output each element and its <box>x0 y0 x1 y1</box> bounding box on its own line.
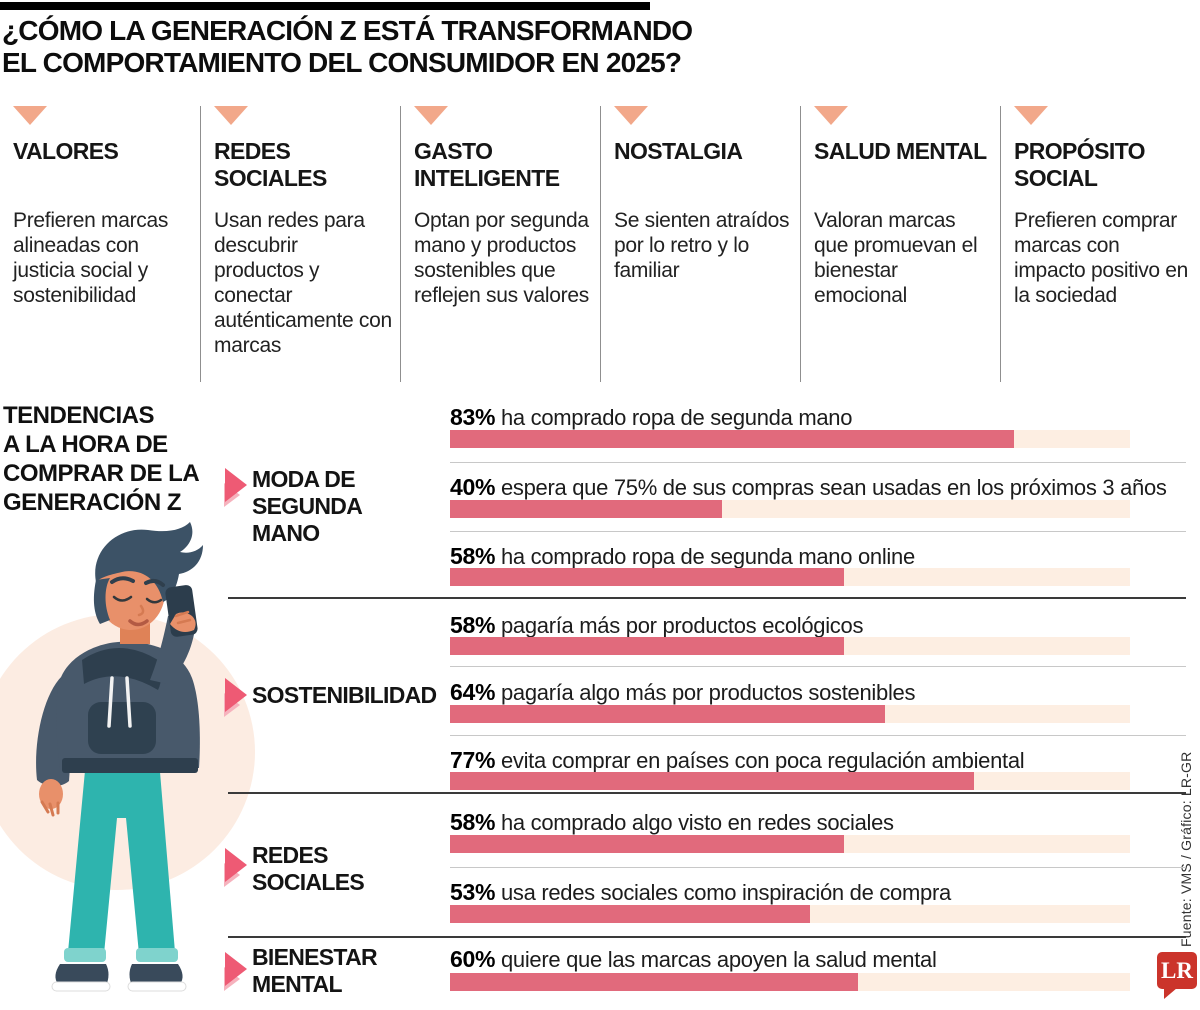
trends-heading-line: GENERACIÓN Z <box>3 489 182 516</box>
stat-bar-fill <box>450 835 845 853</box>
factor-column: VALORES Prefieren marcas alineadas con ju… <box>0 106 200 382</box>
top-accent-bar <box>0 2 650 10</box>
trend-group-label: REDES SOCIALES <box>252 842 365 896</box>
stat-percentage: 77% <box>450 747 496 773</box>
stat-bar-fill <box>450 772 974 790</box>
row-separator <box>450 462 1186 463</box>
group-separator <box>228 936 1186 938</box>
stat-bar-track <box>450 568 1130 586</box>
down-triangle-icon <box>1014 106 1048 125</box>
trends-heading-line: COMPRAR DE LA <box>3 460 200 487</box>
stat-text: 60% quiere que las marcas apoyen la salu… <box>450 946 937 972</box>
stat-text: 77% evita comprar en países con poca reg… <box>450 747 1025 773</box>
factor-description: Usan redes para descubrir productos y co… <box>214 209 392 357</box>
trends-heading: TENDENCIAS A LA HORA DE COMPRAR DE LA GENER… <box>3 401 200 517</box>
factor-column: NOSTALGIA Se sienten atraídos por lo retr… <box>600 106 800 382</box>
trends-heading-line: TENDENCIAS <box>3 402 155 429</box>
stat-bar-fill <box>450 430 1015 448</box>
factor-description: Optan por segunda mano y productos soste… <box>414 209 589 307</box>
stat-percentage: 58% <box>450 612 496 638</box>
right-triangle-icon <box>225 468 247 502</box>
group-separator <box>228 792 1186 794</box>
stat-text: 58% ha comprado algo visto en redes soci… <box>450 809 894 835</box>
group-separator <box>228 597 1186 599</box>
factor-description: Prefieren marcas alineadas con justicia … <box>13 209 169 307</box>
down-triangle-icon <box>814 106 848 125</box>
lr-logo: LR <box>1157 952 1197 989</box>
person-illustration <box>0 522 255 992</box>
stat-bar-track <box>450 637 1130 655</box>
stat-percentage: 83% <box>450 404 496 430</box>
lr-logo-tail <box>1164 988 1177 999</box>
right-triangle-icon <box>225 678 247 712</box>
stat-text: 64% pagaría algo más por productos soste… <box>450 679 916 705</box>
trend-group-label-line: BIENESTAR <box>252 944 378 970</box>
trend-group-label-line: MENTAL <box>252 971 343 997</box>
stat-bar-track <box>450 905 1130 923</box>
factor-title: REDES SOCIALES <box>214 138 327 191</box>
stat-percentage: 53% <box>450 879 496 905</box>
page-title: ¿CÓMO LA GENERACIÓN Z ESTÁ TRANSFORMANDO… <box>2 15 693 79</box>
right-triangle-icon <box>225 848 247 882</box>
trend-group-label-line: SOSTENIBILIDAD <box>252 682 437 708</box>
stat-bar-fill <box>450 500 722 518</box>
stat-bar-track <box>450 705 1130 723</box>
trend-group-label-line: MODA DE <box>252 466 356 492</box>
factor-title: GASTO INTELIGENTE <box>414 138 560 191</box>
stat-bar-track <box>450 500 1130 518</box>
stat-bar-fill <box>450 705 886 723</box>
factor-description: Valoran marcas que promuevan el bienesta… <box>814 209 978 307</box>
stat-text: 58% ha comprado ropa de segunda mano onl… <box>450 543 915 569</box>
trend-group-label-line: SOCIALES <box>252 869 365 895</box>
factor-column: GASTO INTELIGENTE Optan por segunda mano … <box>400 106 600 382</box>
factors-row: VALORES Prefieren marcas alineadas con ju… <box>0 106 1200 382</box>
trend-group-label: MODA DE SEGUNDA MANO <box>252 466 363 547</box>
stat-text: 40% espera que 75% de sus compras sean u… <box>450 474 1167 500</box>
factor-description: Se sienten atraídos por lo retro y lo fa… <box>614 209 790 282</box>
stat-bar-fill <box>450 568 845 586</box>
trend-group-label-line: SEGUNDA <box>252 493 363 519</box>
factor-column: PROPÓSITO SOCIAL Prefieren comprar marcas… <box>1000 106 1200 382</box>
stat-percentage: 58% <box>450 809 496 835</box>
page-title-line: EL COMPORTAMIENTO DEL CONSUMIDOR EN 2025… <box>2 47 682 78</box>
factor-column: SALUD MENTAL Valoran marcas que promuevan… <box>800 106 1000 382</box>
trend-group-label: SOSTENIBILIDAD <box>252 682 437 709</box>
down-triangle-icon <box>214 106 248 125</box>
row-separator <box>450 531 1186 532</box>
stat-bar-fill <box>450 905 811 923</box>
stat-percentage: 58% <box>450 543 496 569</box>
factor-column: REDES SOCIALES Usan redes para descubrir … <box>200 106 400 382</box>
stat-bar-track <box>450 772 1130 790</box>
stat-bar-fill <box>450 973 858 991</box>
row-separator <box>450 666 1186 667</box>
right-triangle-icon <box>225 952 247 986</box>
stat-bar-track <box>450 835 1130 853</box>
factor-title: VALORES <box>13 138 119 164</box>
stat-text: 83% ha comprado ropa de segunda mano <box>450 404 853 430</box>
stat-text: 53% usa redes sociales como inspiración … <box>450 879 951 905</box>
down-triangle-icon <box>13 106 47 125</box>
row-separator <box>450 867 1186 868</box>
trend-group-label-line: REDES <box>252 842 328 868</box>
down-triangle-icon <box>614 106 648 125</box>
trends-heading-line: A LA HORA DE <box>3 431 168 458</box>
stat-percentage: 64% <box>450 679 496 705</box>
factor-description: Prefieren comprar marcas con impacto pos… <box>1014 209 1189 307</box>
trend-group-label: BIENESTAR MENTAL <box>252 944 378 998</box>
stat-percentage: 40% <box>450 474 496 500</box>
stat-text: 58% pagaría más por productos ecológicos <box>450 612 864 638</box>
row-separator <box>450 735 1186 736</box>
trend-group-label-line: MANO <box>252 520 320 546</box>
page-title-line: ¿CÓMO LA GENERACIÓN Z ESTÁ TRANSFORMANDO <box>2 15 693 46</box>
stat-bar-fill <box>450 637 845 655</box>
source-credit: Fuente: VMS / Gráfico: LR-GR <box>1178 751 1194 947</box>
down-triangle-icon <box>414 106 448 125</box>
factor-title: PROPÓSITO SOCIAL <box>1014 138 1146 191</box>
factor-title: NOSTALGIA <box>614 138 743 164</box>
stat-bar-track <box>450 430 1130 448</box>
factor-title: SALUD MENTAL <box>814 138 987 164</box>
stat-percentage: 60% <box>450 946 496 972</box>
stat-bar-track <box>450 973 1130 991</box>
